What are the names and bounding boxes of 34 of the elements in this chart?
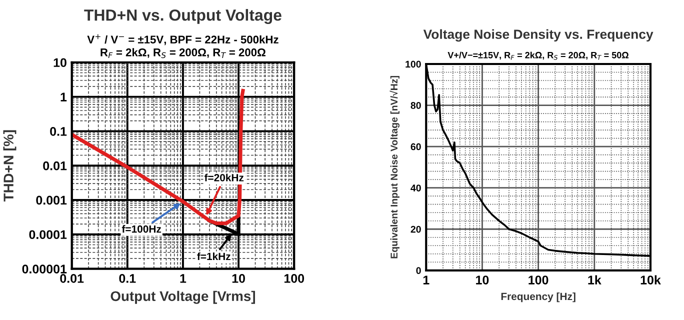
x-tick-label: 100 [528,276,548,284]
chart-title: Voltage Noise Density vs. Frequency [423,29,654,42]
x-tick-label: 1 [423,276,430,284]
x-tick-label: 100 [284,274,304,283]
y-tick-label: 10 [54,58,66,68]
x-tick-label: 10 [232,274,245,283]
y-axis-title: THD+N [%] [3,130,16,202]
chart-title: THD+N vs. Output Voltage [84,9,282,24]
annotation: f=20kHz [204,174,244,182]
x-tick-label: 10 [476,276,489,284]
y-tick-label: 0.00001 [22,264,67,274]
annotation: f=100Hz [122,225,162,233]
y-tick-label: 0 [416,267,421,274]
y-tick-label: 40 [410,184,421,192]
chart-subtitle: V+/V−=±15V, R$_{F}$ = 2kΩ, R$_{S}$ = 20Ω, R$_{T}$ = 50Ω [448,52,629,60]
y-tick-label: 1 [60,92,67,102]
x-tick-label: 0.1 [119,274,136,283]
x-axis-title: Frequency [Hz] [501,292,576,302]
x-tick-label: 1k [588,275,602,284]
x-tick-label: 0.01 [60,274,84,283]
text: V$^{+}$ / V$^{−}$ = ±15V, BPF = 22Hz - 500kHz R$_{F}$ = 2kΩ, R$_{S}$ = 200Ω, R$_{T}$ = 200Ω [87,34,278,58]
y-tick-label: 60 [410,143,421,150]
x-tick-label: 10k [640,275,661,284]
y-tick-label: 0.01 [43,161,67,170]
y-tick-label: 0.0001 [29,230,67,240]
y-tick-label: 100 [406,60,421,68]
y-tick-label: 80 [410,102,421,109]
y-axis-title: Equivalent Input Noise Voltage [nV/√Hz] [390,76,400,258]
y-tick-label: 0.001 [36,196,67,205]
y-tick-label: 20 [410,226,421,233]
x-tick-label: 1 [180,274,186,283]
x-axis-title: Output Voltage [Vrms] [110,290,255,304]
annotation: f=1kHz [197,252,230,260]
y-tick-label: 0.1 [50,127,67,136]
